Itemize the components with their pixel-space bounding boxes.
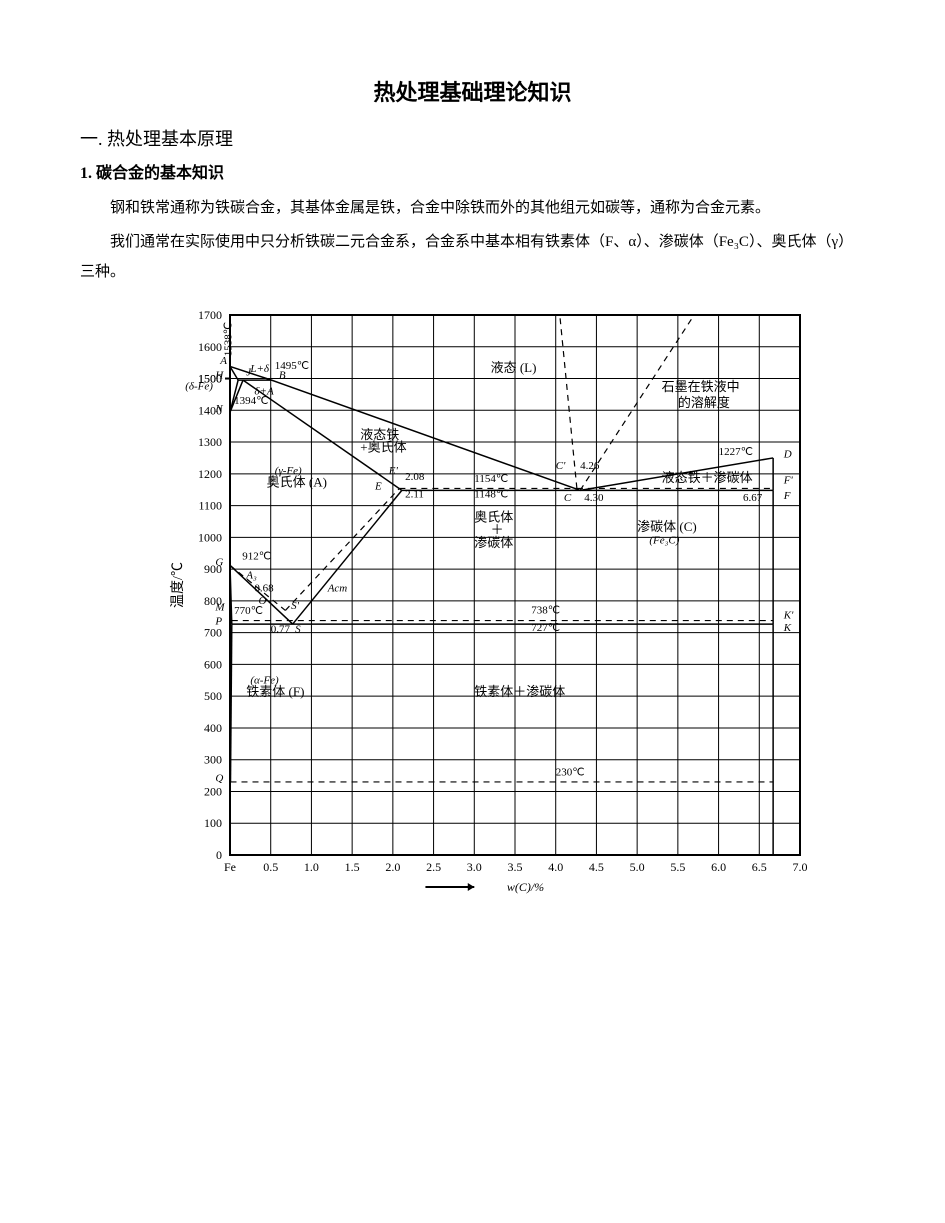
svg-text:1100: 1100 [198, 498, 222, 512]
svg-text:1700: 1700 [198, 308, 222, 322]
svg-text:S': S' [291, 600, 300, 612]
svg-text:C: C [564, 492, 572, 504]
svg-text:F': F' [783, 474, 794, 486]
svg-text:400: 400 [204, 721, 222, 735]
svg-text:5.0: 5.0 [630, 860, 645, 874]
svg-text:1300: 1300 [198, 435, 222, 449]
svg-text:S: S [295, 623, 301, 635]
svg-text:渗碳体: 渗碳体 [474, 535, 513, 550]
svg-text:H: H [214, 369, 224, 381]
paragraph-2: 我们通常在实际使用中只分析铁碳二元合金系，合金系中基本相有铁素体（F、α）、渗碳… [80, 227, 865, 287]
svg-text:F: F [783, 490, 791, 502]
svg-text:1227℃: 1227℃ [719, 445, 753, 457]
paragraph-1: 钢和铁常通称为铁碳合金，其基体金属是铁，合金中除铁而外的其他组元如碳等，通称为合… [80, 193, 865, 223]
svg-text:K: K [783, 622, 792, 634]
svg-text:(Fe₃C): (Fe₃C) [649, 534, 679, 546]
svg-text:铁素体 (F): 铁素体 (F) [246, 684, 304, 699]
svg-text:M: M [214, 601, 225, 613]
svg-text:液态 (L): 液态 (L) [491, 360, 537, 375]
svg-text:4.26: 4.26 [580, 460, 600, 472]
svg-text:2.5: 2.5 [426, 860, 441, 874]
svg-text:温度/℃: 温度/℃ [170, 562, 186, 608]
svg-text:7.0: 7.0 [793, 860, 808, 874]
svg-text:C': C' [556, 460, 566, 472]
svg-text:1.5: 1.5 [345, 860, 360, 874]
svg-text:1000: 1000 [198, 530, 222, 544]
phase-diagram-svg: 1500Fe0.51.01.52.02.53.03.54.04.55.05.56… [160, 295, 820, 915]
svg-text:0.5: 0.5 [263, 860, 278, 874]
svg-text:Fe: Fe [224, 860, 236, 874]
svg-text:6.67: 6.67 [743, 492, 763, 504]
svg-text:600: 600 [204, 657, 222, 671]
svg-text:4.30: 4.30 [584, 492, 604, 504]
svg-text:5.5: 5.5 [670, 860, 685, 874]
svg-text:w(C)/%: w(C)/% [507, 880, 544, 894]
svg-text:0: 0 [216, 848, 222, 862]
svg-text:500: 500 [204, 689, 222, 703]
svg-text:铁素体＋渗碳体: 铁素体＋渗碳体 [474, 684, 565, 699]
svg-text:N: N [214, 403, 223, 415]
svg-text:P: P [214, 615, 222, 627]
svg-text:912℃: 912℃ [242, 550, 271, 562]
svg-text:的溶解度: 的溶解度 [678, 395, 730, 410]
svg-text:E': E' [388, 465, 399, 477]
svg-text:100: 100 [204, 816, 222, 830]
svg-text:K': K' [783, 609, 794, 621]
svg-text:3.5: 3.5 [508, 860, 523, 874]
svg-text:2.0: 2.0 [385, 860, 400, 874]
svg-text:1200: 1200 [198, 467, 222, 481]
svg-text:L+δ: L+δ [249, 363, 270, 375]
svg-text:2.11: 2.11 [405, 488, 424, 500]
svg-text:石墨在铁液中: 石墨在铁液中 [662, 379, 740, 394]
svg-text:6.0: 6.0 [711, 860, 726, 874]
svg-text:230℃: 230℃ [556, 766, 585, 778]
svg-text:4.0: 4.0 [548, 860, 563, 874]
svg-text:Acm: Acm [327, 582, 348, 594]
svg-text:渗碳体 (C): 渗碳体 (C) [637, 519, 697, 534]
svg-text:D: D [783, 448, 792, 460]
svg-text:1148℃: 1148℃ [474, 488, 508, 500]
svg-text:1495℃: 1495℃ [275, 360, 309, 372]
svg-text:G: G [215, 556, 223, 568]
page-title: 热处理基础理论知识 [80, 75, 865, 107]
svg-text:4.5: 4.5 [589, 860, 604, 874]
svg-text:727℃: 727℃ [531, 622, 560, 634]
svg-text:6.5: 6.5 [752, 860, 767, 874]
svg-text:1394℃: 1394℃ [234, 395, 268, 407]
svg-text:300: 300 [204, 752, 222, 766]
svg-text:738℃: 738℃ [531, 604, 560, 616]
svg-text:0.68: 0.68 [254, 582, 274, 594]
section-heading: 一. 热处理基本原理 [80, 125, 865, 151]
sub-heading: 1. 碳合金的基本知识 [80, 159, 865, 183]
phase-diagram: 1500Fe0.51.01.52.02.53.03.54.04.55.05.56… [160, 295, 865, 915]
svg-text:+奥氏体: +奥氏体 [360, 439, 406, 454]
svg-text:(δ-Fe): (δ-Fe) [185, 380, 213, 392]
svg-text:1154℃: 1154℃ [474, 472, 508, 484]
svg-text:3.0: 3.0 [467, 860, 482, 874]
svg-text:液态铁＋渗碳体: 液态铁＋渗碳体 [662, 469, 753, 484]
svg-text:770℃: 770℃ [234, 605, 263, 617]
svg-text:E: E [374, 480, 382, 492]
svg-text:Q: Q [215, 772, 223, 784]
svg-text:0.77: 0.77 [271, 623, 291, 635]
svg-text:700: 700 [204, 625, 222, 639]
svg-text:2.08: 2.08 [405, 471, 425, 483]
svg-text:1538℃: 1538℃ [223, 322, 235, 356]
svg-text:1.0: 1.0 [304, 860, 319, 874]
svg-text:A₃: A₃ [245, 569, 257, 581]
svg-text:200: 200 [204, 784, 222, 798]
svg-text:1600: 1600 [198, 339, 222, 353]
svg-text:奥氏体 (A): 奥氏体 (A) [267, 474, 327, 489]
